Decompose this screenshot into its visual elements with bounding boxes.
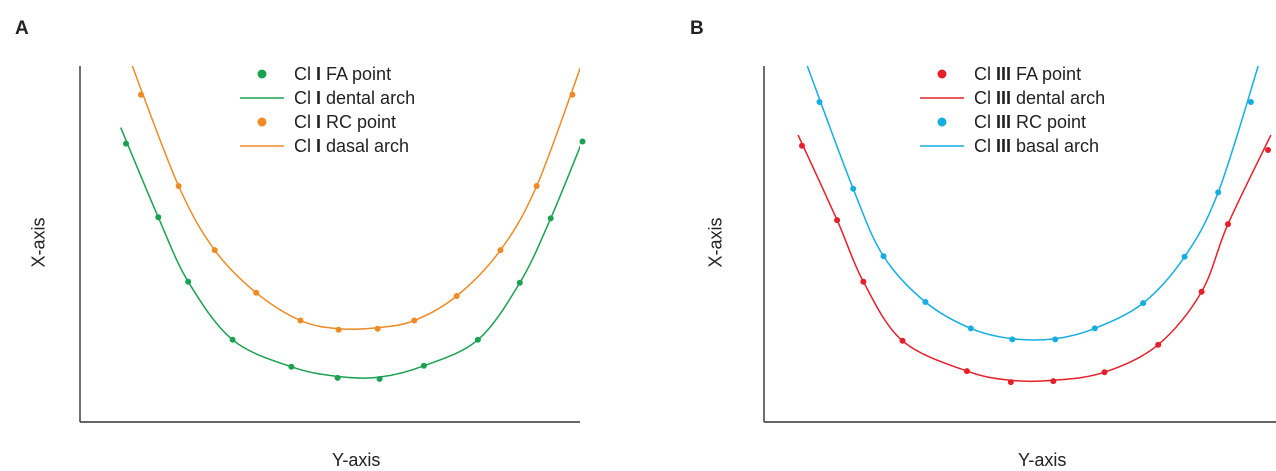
panel-a-point-cl-i-fa-point-5 bbox=[334, 374, 341, 381]
panel-a-point-cl-i-fa-point-6 bbox=[376, 375, 383, 382]
panel-a-x-axis-label: Y-axis bbox=[332, 450, 381, 470]
panel-a-point-cl-i-rc-point-5 bbox=[335, 326, 342, 333]
panel-a-point-cl-i-fa-point-8 bbox=[474, 336, 481, 343]
panel-a-point-cl-i-rc-point-11 bbox=[569, 91, 576, 98]
panel-b-legend-marker-0 bbox=[937, 69, 947, 79]
panel-b-letter: B bbox=[690, 18, 704, 39]
panel-b-point-cl-iii-fa-point-4 bbox=[963, 368, 970, 375]
panel-a-point-cl-i-fa-point-4 bbox=[288, 363, 295, 370]
panel-b-series-cl-iii-dental-arch bbox=[797, 134, 1272, 383]
panel-a-point-cl-i-fa-point-7 bbox=[420, 362, 427, 369]
panel-a-point-cl-i-fa-point-1 bbox=[155, 214, 162, 221]
panel-a-legend-label-2: Cl I RC point bbox=[294, 112, 396, 132]
panel-a-point-cl-i-rc-point-1 bbox=[175, 183, 182, 189]
panel-b-legend-label-1: Cl III dental arch bbox=[974, 88, 1105, 108]
panel-b-point-cl-iii-fa-point-9 bbox=[1198, 288, 1205, 295]
panel-a-chart: Cl I FA point Cl I dental arch Cl I RC poi… bbox=[79, 64, 586, 423]
panel-a-legend: Cl I FA point Cl I dental arch Cl I RC poi… bbox=[240, 64, 415, 156]
panel-b-legend-label-3: Cl III basal arch bbox=[974, 136, 1099, 156]
panel-a-legend-marker-0 bbox=[257, 69, 267, 79]
panel-a-point-cl-i-rc-point-10 bbox=[533, 183, 540, 189]
panel-a-point-cl-i-rc-point-9 bbox=[497, 247, 504, 254]
panel-b-point-cl-iii-fa-point-11 bbox=[1265, 147, 1271, 153]
panel-a-point-cl-i-fa-point-0 bbox=[123, 140, 129, 147]
panel-b-point-cl-iii-fa-point-8 bbox=[1155, 341, 1162, 348]
panel-b-point-cl-iii-fa-point-7 bbox=[1101, 369, 1108, 376]
panel-b-legend-marker-2 bbox=[937, 117, 947, 127]
panel-a-letter: A bbox=[15, 18, 29, 39]
panel-b-point-cl-iii-fa-point-1 bbox=[834, 217, 841, 224]
panel-a-point-cl-i-rc-point-2 bbox=[211, 247, 218, 254]
panel-b-point-cl-iii-fa-point-2 bbox=[860, 278, 867, 285]
panel-b-point-cl-iii-rc-point-5 bbox=[1009, 336, 1016, 343]
panel-b-series-cl-iii-basal-arch bbox=[806, 66, 1259, 341]
panel-a-legend-label-1: Cl I dental arch bbox=[294, 88, 415, 108]
panel-a-legend-label-3: Cl I dasal arch bbox=[294, 136, 409, 156]
panel-a-point-cl-i-fa-point-10 bbox=[547, 215, 554, 222]
panel-a-point-cl-i-rc-point-3 bbox=[253, 289, 260, 296]
panel-b-point-cl-iii-rc-point-10 bbox=[1215, 189, 1222, 196]
panel-b-point-cl-iii-rc-point-9 bbox=[1181, 253, 1188, 260]
panel-b-point-cl-iii-rc-point-1 bbox=[850, 185, 857, 192]
panel-a-point-cl-i-fa-point-3 bbox=[229, 336, 236, 343]
panel-a-series-cl-i-dasal-arch bbox=[131, 66, 580, 331]
panel-b-legend: Cl III FA point Cl III dental arch Cl III … bbox=[920, 64, 1105, 156]
panel-b-point-cl-iii-rc-point-8 bbox=[1140, 300, 1147, 307]
panel-b-x-axis-label: Y-axis bbox=[1018, 450, 1067, 470]
panel-b-point-cl-iii-fa-point-6 bbox=[1050, 378, 1057, 385]
panel-b-point-cl-iii-rc-point-4 bbox=[967, 325, 974, 332]
panel-a-point-cl-i-fa-point-2 bbox=[185, 278, 192, 285]
panel-b-point-cl-iii-rc-point-11 bbox=[1247, 99, 1254, 105]
panel-a-point-cl-i-rc-point-4 bbox=[297, 317, 304, 324]
panel-b-point-cl-iii-fa-point-3 bbox=[899, 337, 906, 344]
panel-a-point-cl-i-rc-point-6 bbox=[374, 325, 381, 332]
panel-a-legend-marker-2 bbox=[257, 117, 267, 127]
panel-b-point-cl-iii-rc-point-0 bbox=[816, 99, 823, 105]
panel-b-legend-label-2: Cl III RC point bbox=[974, 112, 1086, 132]
panel-b-point-cl-iii-fa-point-5 bbox=[1007, 379, 1014, 386]
panel-b-point-cl-iii-rc-point-2 bbox=[880, 253, 887, 260]
panel-b-point-cl-iii-fa-point-0 bbox=[799, 142, 805, 149]
panel-b-legend-label-0: Cl III FA point bbox=[974, 64, 1081, 84]
panel-a-point-cl-i-rc-point-7 bbox=[411, 317, 418, 324]
panel-a-point-cl-i-fa-point-11 bbox=[579, 138, 586, 145]
panel-a-series-cl-i-dental-arch bbox=[120, 127, 580, 379]
panel-b-chart: Cl III FA point Cl III dental arch Cl III … bbox=[763, 64, 1276, 423]
panel-a-point-cl-i-fa-point-9 bbox=[516, 279, 523, 286]
panel-b-point-cl-iii-rc-point-3 bbox=[922, 299, 929, 305]
panel-a-point-cl-i-rc-point-0 bbox=[138, 91, 144, 98]
panel-b-point-cl-iii-fa-point-10 bbox=[1225, 221, 1231, 228]
panel-a-legend-label-0: Cl I FA point bbox=[294, 64, 391, 84]
panel-b-point-cl-iii-rc-point-6 bbox=[1052, 336, 1059, 343]
panel-b-point-cl-iii-rc-point-7 bbox=[1091, 325, 1098, 332]
panel-a-point-cl-i-rc-point-8 bbox=[453, 293, 460, 299]
